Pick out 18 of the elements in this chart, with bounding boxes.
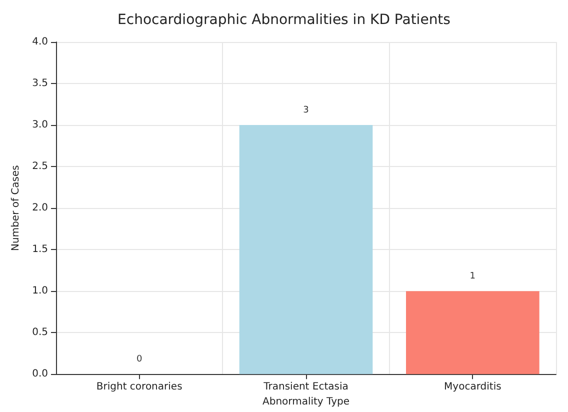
y-tick-label: 0.0 (32, 368, 48, 380)
data-label: 3 (303, 106, 309, 116)
x-tick-label: Myocarditis (444, 382, 502, 393)
x-tick-label: Bright coronaries (96, 382, 182, 393)
y-tick-label: 2.5 (32, 161, 48, 172)
y-tick-label: 3.0 (32, 120, 48, 131)
x-axis-title: Abnormality Type (262, 396, 350, 408)
y-tick-label: 4.0 (32, 36, 48, 48)
y-tick-label: 2.0 (32, 202, 48, 214)
y-tick-label: 1.0 (32, 286, 48, 297)
y-axis-title: Number of Cases (10, 165, 22, 251)
x-tick-label: Transient Ectasia (262, 382, 348, 393)
chart-title: Echocardiographic Abnormalities in KD Patients (118, 12, 450, 28)
data-label: 1 (470, 272, 476, 282)
y-tick-label: 0.5 (32, 327, 48, 338)
data-label: 0 (136, 354, 142, 365)
y-tick-label: 3.5 (32, 78, 48, 90)
y-tick-label: 1.5 (32, 244, 48, 256)
